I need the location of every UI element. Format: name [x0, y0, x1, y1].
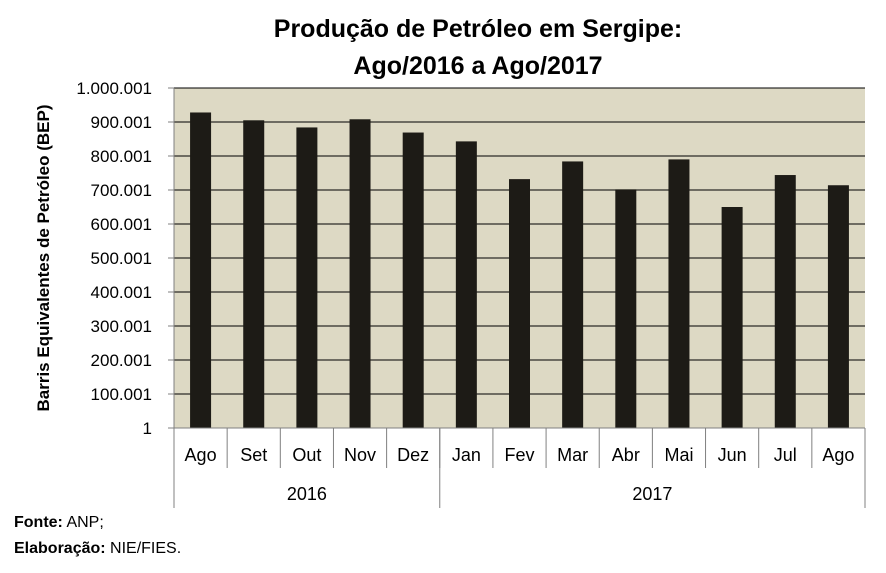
y-axis-label: Barris Equivalentes de Petróleo (BEP)	[34, 104, 53, 411]
x-tick-label: Ago	[822, 445, 854, 465]
year-label-2017: 2017	[632, 484, 672, 504]
source-label: Fonte:	[14, 514, 63, 531]
chart-title-line-1: Produção de Petróleo em Sergipe:	[274, 15, 682, 43]
y-tick-label: 600.001	[91, 215, 152, 234]
x-tick-label: Out	[292, 445, 321, 465]
y-tick-label: 1	[143, 419, 152, 438]
bar-jan-5	[455, 141, 477, 428]
x-tick-label: Mar	[557, 445, 588, 465]
x-tick-label: Set	[240, 445, 267, 465]
bar-mar-7	[562, 161, 584, 428]
x-tick-label: Dez	[397, 445, 429, 465]
source-value: ANP;	[62, 514, 104, 531]
credit-value: NIE/FIES.	[105, 540, 182, 557]
bars	[190, 112, 849, 429]
bar-nov-3	[349, 119, 371, 428]
y-tick-label: 1.000.001	[76, 79, 152, 98]
source-note: Fonte: ANP;	[14, 514, 104, 532]
y-tick-label: 900.001	[91, 113, 152, 132]
bar-jul-11	[774, 175, 796, 428]
y-tick-label: 500.001	[91, 249, 152, 268]
x-tick-label: Mai	[664, 445, 693, 465]
x-tick-label: Fev	[504, 445, 534, 465]
credit-note: Elaboração: NIE/FIES.	[14, 540, 181, 558]
x-tick-label: Jan	[452, 445, 481, 465]
y-tick-label: 700.001	[91, 181, 152, 200]
axes	[173, 88, 866, 508]
x-tick-label: Jul	[774, 445, 797, 465]
bar-jun-10	[721, 207, 743, 428]
bar-abr-8	[615, 189, 637, 428]
bar-ago-0	[190, 112, 212, 428]
year-group-labels: 2016 2017	[287, 484, 673, 504]
x-tick-labels: Ago Set Out Nov Dez Jan Fev Mar Abr Mai Jun Jul Ago	[185, 445, 855, 465]
bar-out-2	[296, 127, 318, 428]
y-tick-labels: 1 100.001 200.001 300.001 400.001 500.001 600.…	[76, 79, 152, 438]
y-tick-label: 100.001	[91, 385, 152, 404]
y-tick-label: 800.001	[91, 147, 152, 166]
bar-mai-9	[668, 159, 690, 428]
chart-title-line-2: Ago/2016 a Ago/2017	[353, 52, 602, 80]
year-label-2016: 2016	[287, 484, 327, 504]
bar-dez-4	[402, 132, 424, 429]
x-tick-label: Ago	[185, 445, 217, 465]
bar-fev-6	[509, 179, 530, 428]
x-tick-label: Nov	[344, 445, 376, 465]
y-tick-label: 200.001	[91, 351, 152, 370]
y-tick-label: 400.001	[91, 283, 152, 302]
x-tick-label: Abr	[612, 445, 640, 465]
bar-set-1	[243, 120, 265, 429]
y-tick-label: 300.001	[91, 317, 152, 336]
bar-ago-12	[827, 185, 849, 428]
x-tick-label: Jun	[718, 445, 747, 465]
credit-label: Elaboração:	[14, 540, 106, 557]
